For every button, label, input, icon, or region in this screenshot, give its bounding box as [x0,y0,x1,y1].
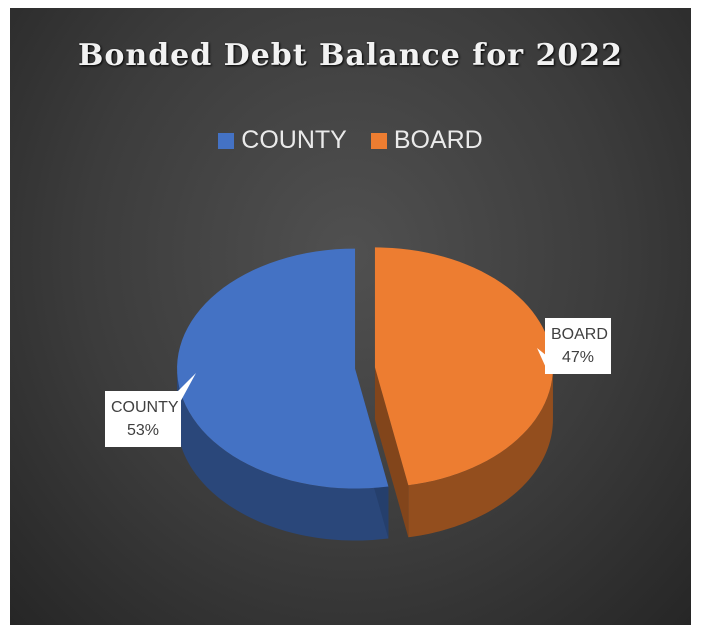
pie-side-board [408,367,553,538]
pie-side-county [177,368,389,541]
legend-item-county: COUNTY [218,126,347,155]
data-label-board: BOARD 47% [545,318,611,374]
leader-board [537,348,547,370]
data-label-board-category: BOARD [551,326,608,343]
legend-label-board: BOARD [393,126,483,154]
chart-area: Bonded Debt Balance for 2022 COUNTY BOAR… [10,8,691,625]
legend-swatch-county [218,132,235,149]
legend-swatch-board [370,132,387,149]
data-label-board-value: 47% [561,349,595,366]
chart-title: Bonded Debt Balance for 2022 [78,38,623,73]
pie-face-board [374,367,409,538]
legend-label-county: COUNTY [241,126,347,154]
legend: COUNTY BOARD [10,126,691,155]
pie-slice-board [374,247,553,486]
data-label-county-category: COUNTY [111,399,179,416]
pie-chart [169,247,553,541]
pie-slice-county [177,248,389,489]
legend-item-board: BOARD [370,126,483,155]
data-label-county-value: 53% [126,422,160,439]
data-label-county: COUNTY 53% [105,391,181,447]
